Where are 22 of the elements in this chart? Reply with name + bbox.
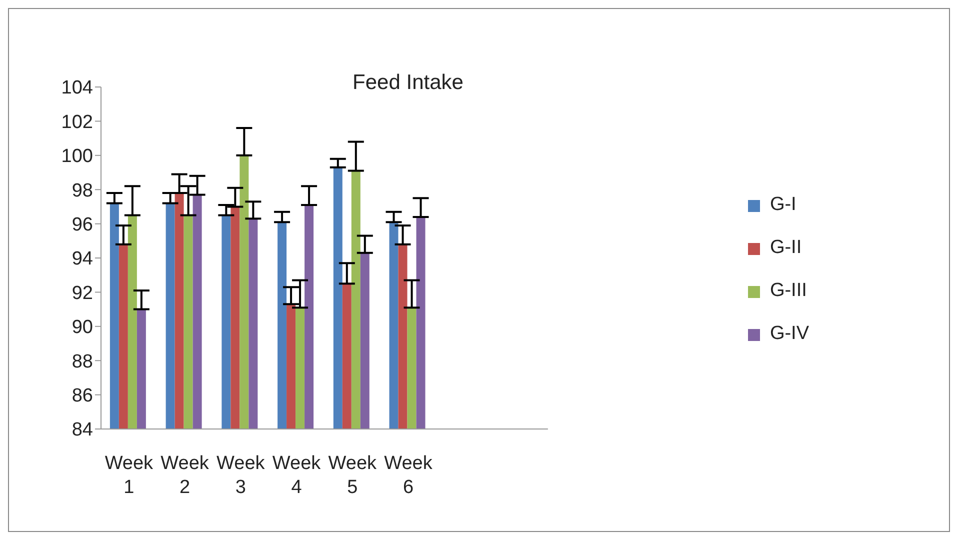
y-tick-label: 90	[72, 317, 93, 338]
x-tick-label: Week 4	[272, 453, 322, 498]
x-tick-label: Week 5	[328, 453, 378, 498]
y-tick-label: 88	[72, 351, 93, 372]
x-tick-label: Week 1	[104, 453, 154, 498]
y-tick-label: 98	[72, 180, 93, 202]
legend-label: G-III	[770, 280, 807, 301]
y-tick-label: 84	[72, 420, 94, 441]
legend-label: G-I	[770, 194, 796, 215]
x-tick-label: Week 3	[216, 453, 266, 498]
x-tick-label: Week 6	[384, 453, 433, 498]
y-tick-label: 86	[72, 386, 93, 407]
chart-title: Feed Intake	[352, 71, 464, 94]
legend-label: G-IV	[770, 323, 809, 344]
y-tick-label: 100	[61, 146, 93, 168]
y-tick-label: 92	[72, 282, 93, 304]
y-tick-label: 94	[72, 248, 94, 270]
legend-label: G-II	[770, 237, 802, 258]
x-tick-label: Week 2	[160, 453, 210, 498]
y-tick-label: 102	[61, 112, 93, 133]
y-tick-label: 104	[61, 78, 94, 99]
y-tick-label: 96	[72, 214, 93, 236]
